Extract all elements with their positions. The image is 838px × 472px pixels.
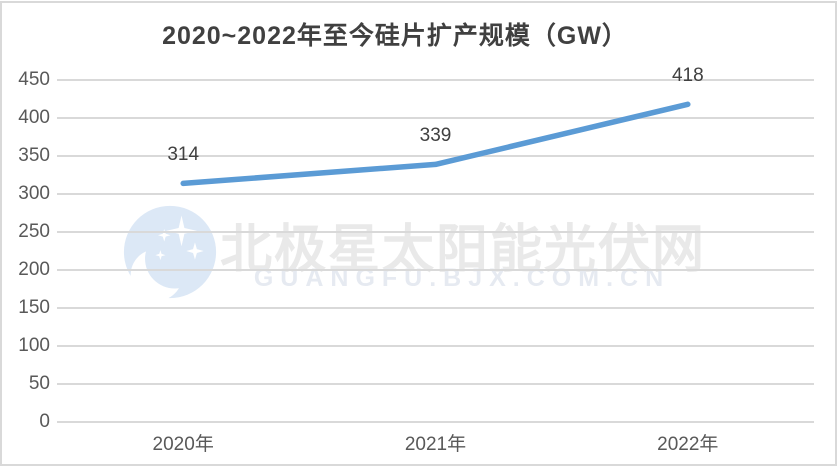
x-axis-label: 2020年 <box>152 434 214 455</box>
y-axis-label: 150 <box>18 297 50 318</box>
y-axis-label: 100 <box>18 335 50 356</box>
gridline <box>57 117 814 119</box>
gridline <box>57 421 814 423</box>
y-axis-label: 350 <box>18 145 50 166</box>
gridline <box>57 79 814 81</box>
data-point-label: 314 <box>167 144 200 166</box>
gridline <box>57 307 814 309</box>
y-axis-label: 250 <box>18 221 50 242</box>
y-axis-label: 450 <box>18 69 50 90</box>
gridline <box>57 269 814 271</box>
gridline <box>57 155 814 157</box>
y-axis-label: 400 <box>18 107 50 128</box>
data-point-label: 418 <box>671 65 704 87</box>
series-polyline <box>180 101 691 187</box>
gridline <box>57 231 814 233</box>
y-axis-label: 300 <box>18 183 50 204</box>
y-axis-label: 200 <box>18 259 50 280</box>
y-axis-label: 50 <box>28 373 50 394</box>
x-axis-label: 2021年 <box>404 434 467 455</box>
watermark-subtext: GUANGFU.BJX.COM.CN <box>253 264 671 292</box>
x-axis-label: 2022年 <box>657 434 719 455</box>
gridline <box>57 383 814 385</box>
y-axis-label: 0 <box>39 411 50 432</box>
gridline <box>57 345 814 347</box>
gridline <box>57 193 814 195</box>
chart-title: 2020~2022年至今硅片扩产规模（GW） <box>162 22 628 50</box>
bjx-polaris-star-logo-icon <box>123 205 217 300</box>
data-point-label: 339 <box>419 125 452 147</box>
